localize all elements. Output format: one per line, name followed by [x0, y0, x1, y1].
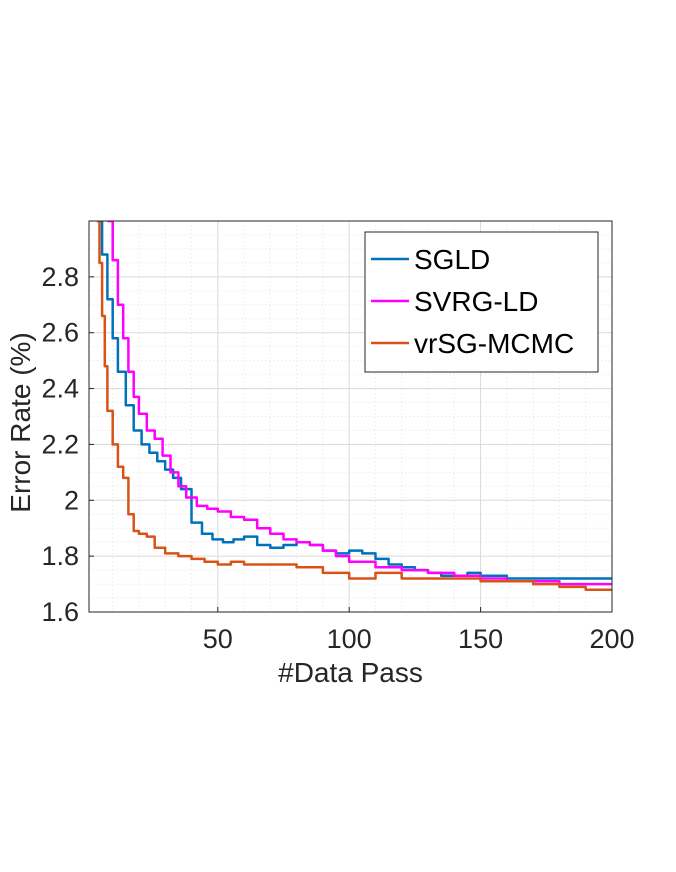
y-tick-label: 2.6 — [41, 318, 79, 348]
y-tick-label: 2.8 — [41, 262, 79, 292]
series-line-sgld — [96, 221, 612, 580]
series-layer — [96, 221, 612, 591]
series-line-svrg-ld — [107, 221, 612, 586]
ticks-layer — [89, 276, 613, 613]
y-tick-label: 2.2 — [41, 429, 79, 459]
x-axis-label: #Data Pass — [278, 657, 423, 688]
y-tick-label: 1.6 — [41, 597, 79, 627]
axes-box — [88, 220, 613, 613]
tick-labels: 50 100 150 200 1.6 1.8 2 2.2 2.4 2.6 2.8 — [41, 262, 634, 654]
x-tick-label: 100 — [327, 624, 372, 654]
y-tick-label: 2.4 — [41, 374, 79, 404]
y-tick-label: 2 — [64, 485, 79, 515]
legend-label-sgld: SGLD — [414, 244, 490, 275]
legend-label-vrsg-mcmc: vrSG-MCMC — [414, 328, 574, 359]
x-tick-label: 200 — [589, 624, 634, 654]
x-tick-label: 150 — [458, 624, 503, 654]
legend-label-svrg-ld: SVRG-LD — [414, 286, 538, 317]
legend: SGLD SVRG-LD vrSG-MCMC — [364, 231, 599, 373]
series-line-vrsg-mcmc — [96, 221, 612, 591]
y-tick-label: 1.8 — [41, 541, 79, 571]
x-tick-label: 50 — [203, 624, 233, 654]
y-axis-label: Error Rate (%) — [5, 332, 36, 512]
